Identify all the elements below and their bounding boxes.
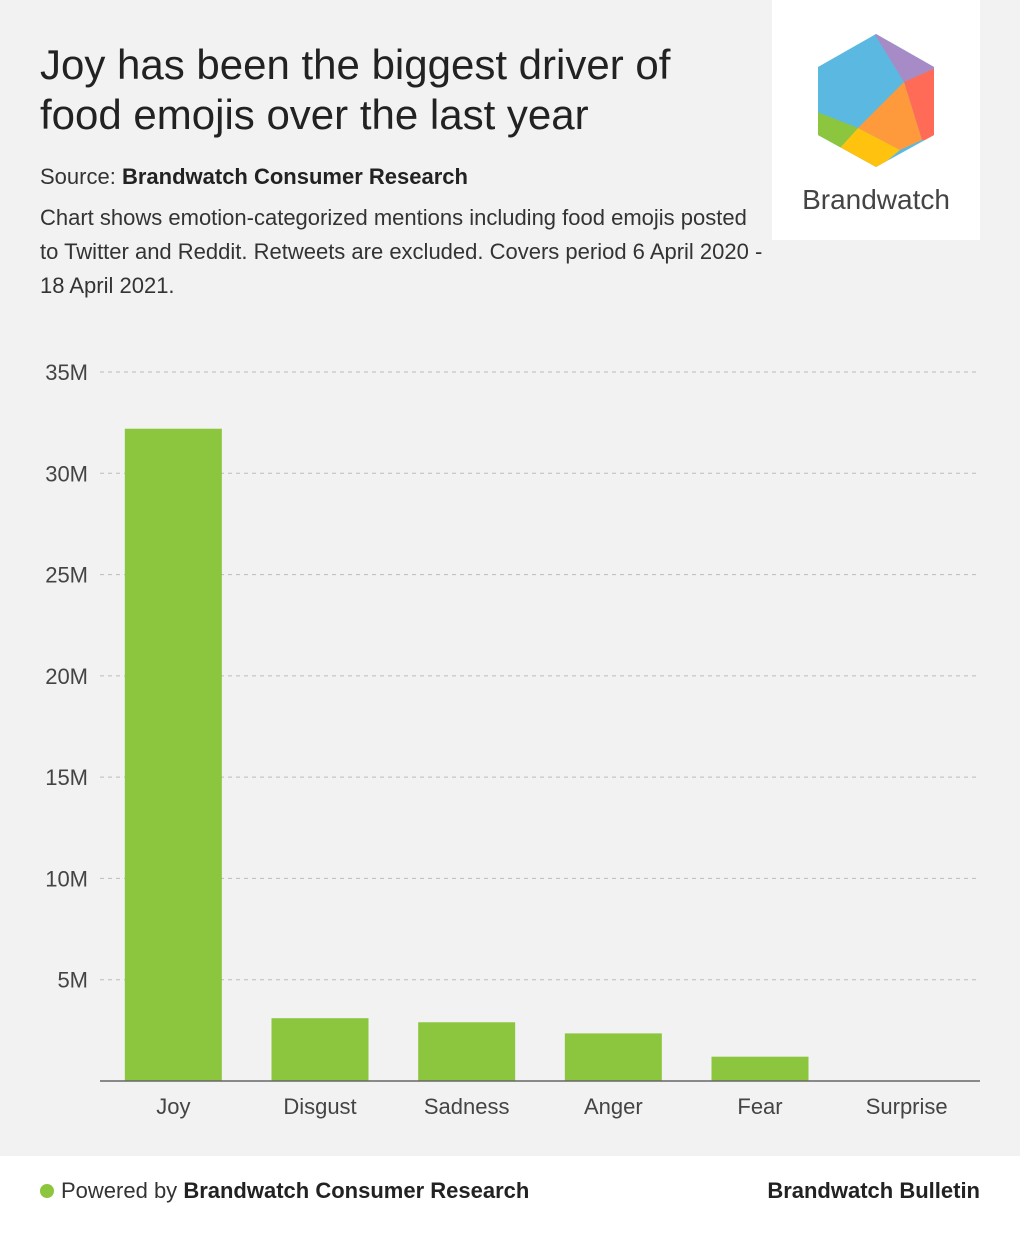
brandwatch-logo: Brandwatch (772, 0, 980, 240)
chart-title: Joy has been the biggest driver of food … (40, 41, 671, 138)
source-label: Source: (40, 164, 116, 189)
green-dot-icon (40, 1184, 54, 1198)
bar (271, 1018, 369, 1081)
x-tick-label: Sadness (424, 1094, 510, 1119)
y-tick-label: 10M (45, 866, 88, 891)
y-tick-label: 35M (45, 360, 88, 385)
y-tick-label: 5M (57, 968, 88, 993)
bar (711, 1056, 809, 1081)
powered-by: Powered by Brandwatch Consumer Research (61, 1178, 529, 1204)
source-line: Source: Brandwatch Consumer Research (40, 164, 468, 190)
logo-wordmark: Brandwatch (802, 184, 950, 215)
powered-label: Powered by (61, 1178, 178, 1203)
bar (124, 428, 222, 1082)
x-tick-label: Joy (156, 1094, 190, 1119)
bar-chart: 5M 10M 15M 20M 25M 30M 35M Joy Disgust Sadness Ang… (45, 360, 980, 1119)
y-tick-label: 25M (45, 563, 88, 588)
y-tick-label: 30M (45, 461, 88, 486)
y-tick-label: 15M (45, 765, 88, 790)
x-tick-label: Anger (584, 1094, 643, 1119)
x-tick-label: Fear (737, 1094, 782, 1119)
powered-name: Brandwatch Consumer Research (183, 1178, 530, 1203)
x-tick-label: Surprise (866, 1094, 948, 1119)
chart-description: Chart shows emotion-categorized mentions… (40, 205, 763, 298)
brand-bulletin: Brandwatch Bulletin (767, 1178, 980, 1203)
hexagon-logo-icon (818, 34, 934, 167)
footer: Powered by Brandwatch Consumer Research … (0, 1156, 1020, 1244)
y-tick-label: 20M (45, 664, 88, 689)
bar (564, 1033, 662, 1081)
x-tick-label: Disgust (283, 1094, 356, 1119)
bar (418, 1022, 516, 1081)
source-name: Brandwatch Consumer Research (121, 164, 468, 189)
